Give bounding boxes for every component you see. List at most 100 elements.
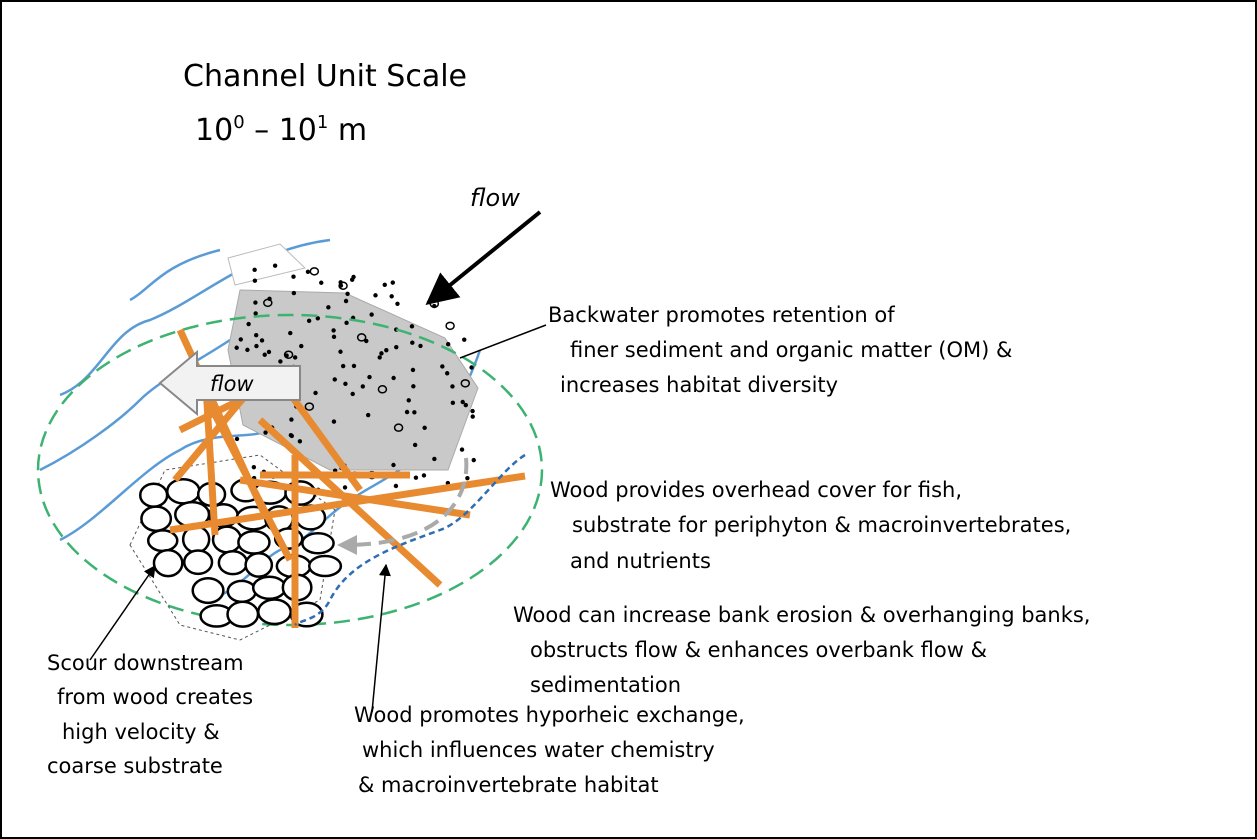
sediment-dot (273, 263, 277, 267)
sediment-dot (239, 337, 243, 341)
backwater-text: increases habitat diversity (560, 373, 838, 397)
sediment-dot (407, 398, 411, 402)
sediment-dot (412, 410, 416, 414)
rock (148, 530, 177, 551)
sediment-dot (411, 384, 415, 388)
rock (258, 600, 290, 625)
sediment-dot (391, 280, 395, 284)
title: Channel Unit Scale (183, 59, 467, 94)
cover-text: Wood provides overhead cover for fish, (550, 478, 962, 502)
sediment-dot (445, 371, 449, 375)
hyporheic-text: which influences water chemistry (362, 738, 715, 762)
scale-part: m (328, 113, 367, 148)
sediment-dot (341, 364, 345, 368)
sediment-dot (394, 484, 398, 488)
sediment-dot (361, 384, 365, 388)
sediment-dot (470, 409, 474, 413)
flow-label: flow (470, 184, 520, 212)
erosion-text: Wood can increase bank erosion & overhan… (513, 603, 1090, 627)
sediment-dot (461, 400, 465, 404)
sediment-dot (411, 368, 415, 372)
rock (253, 577, 285, 599)
sediment-dot (446, 342, 450, 346)
sediment-dot (462, 338, 466, 342)
sediment-dot (319, 281, 323, 285)
sediment-dot (465, 476, 469, 480)
sediment-dot (299, 344, 303, 348)
sediment-dot (332, 419, 336, 423)
rock (184, 550, 212, 573)
sediment-dot (413, 443, 417, 447)
sediment-dot (234, 346, 238, 350)
rock (228, 602, 258, 627)
rock (246, 553, 272, 576)
sediment-dot (373, 293, 377, 297)
backwater-text: Backwater promotes retention of (548, 303, 895, 327)
sediment-dot (395, 302, 399, 306)
rock (193, 578, 224, 603)
hyporheic-text: & macroinvertebrate habitat (358, 773, 659, 797)
sediment-dot (293, 355, 297, 359)
erosion-text: obstructs flow & enhances overbank flow … (530, 638, 987, 662)
sediment-dot (378, 355, 382, 359)
sediment-dot (350, 392, 354, 396)
cover-text: and nutrients (570, 549, 711, 573)
sediment-dot (410, 324, 414, 328)
scale-exponent: 0 (233, 112, 244, 133)
sediment-dot (471, 414, 475, 418)
sediment-dot (267, 297, 271, 301)
rock (228, 581, 256, 602)
sediment-dot (464, 403, 468, 407)
sediment-dot (235, 437, 239, 441)
sediment-dot (410, 340, 414, 344)
sediment-dot (366, 413, 370, 417)
backwater-text: finer sediment and organic matter (OM) & (570, 338, 1012, 362)
sediment-dot (344, 299, 348, 303)
sediment-dot (338, 280, 342, 284)
sediment-dot (432, 304, 436, 308)
sediment-dot (260, 338, 264, 342)
sediment-dot (391, 463, 395, 467)
sediment-dot (298, 439, 302, 443)
rock (140, 484, 167, 507)
sediment-dot (432, 457, 436, 461)
sediment-dot (246, 322, 250, 326)
rock (309, 556, 341, 576)
sediment-dot (263, 353, 267, 357)
erosion-text: sedimentation (530, 673, 681, 697)
rock (154, 550, 182, 576)
sediment-dot (338, 350, 342, 354)
scour-text: coarse substrate (47, 754, 223, 778)
cover-text: substrate for periphyton & macroinverteb… (572, 513, 1071, 537)
sediment-dot (306, 270, 310, 274)
sediment-dot (394, 345, 398, 349)
sediment-dot (267, 350, 271, 354)
sediment-dot (307, 319, 311, 323)
sediment-dot (289, 433, 293, 437)
sediment-dot (384, 348, 388, 352)
sediment-dot (422, 426, 426, 430)
rock (238, 531, 269, 553)
sediment-dot (278, 359, 282, 363)
rock (167, 479, 199, 503)
sediment-dot (391, 376, 395, 380)
sediment-dot (253, 300, 257, 304)
sediment-dot (345, 292, 349, 296)
rock (219, 551, 247, 574)
scale-exponent: 1 (317, 112, 328, 133)
diagram: Channel Unit Scale 100 – 101 m flow flow… (0, 0, 1257, 839)
sediment-dot (252, 465, 256, 469)
sediment-dot (414, 475, 418, 479)
sediment-dot (379, 351, 383, 355)
sediment-dot (292, 291, 296, 295)
scour-text: from wood creates (57, 685, 253, 709)
sediment-dot (288, 331, 292, 335)
rock (141, 507, 170, 531)
sediment-dot (350, 278, 354, 282)
sediment-dot (254, 344, 258, 348)
sediment-dot (291, 275, 295, 279)
sediment-dot (253, 311, 257, 315)
sediment-dot (343, 485, 347, 489)
sediment-dot (389, 294, 393, 298)
scale: 100 – 101 m (195, 112, 367, 148)
